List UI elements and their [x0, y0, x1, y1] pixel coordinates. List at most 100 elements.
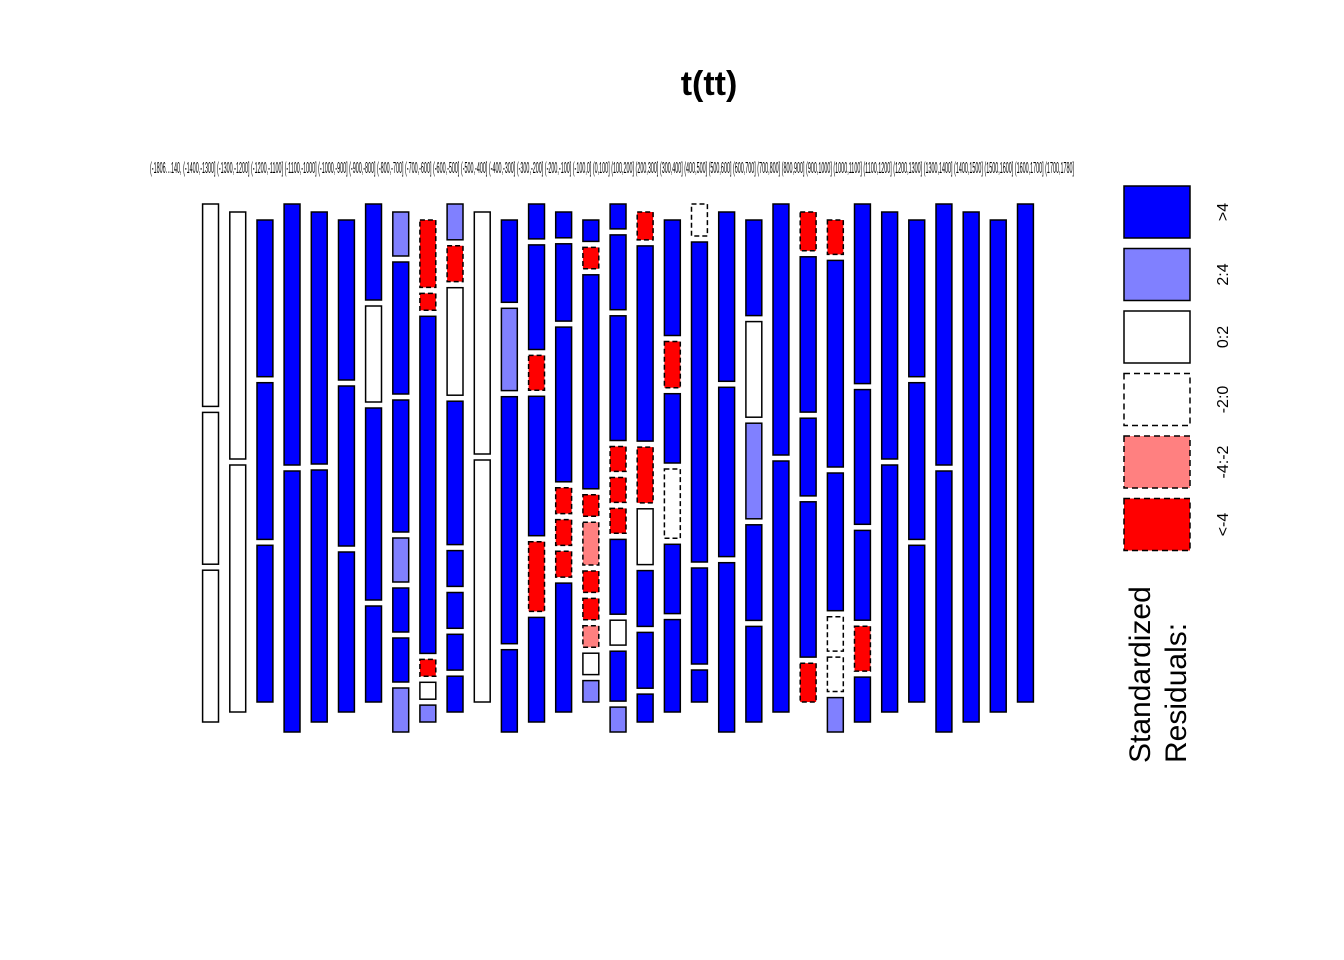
mosaic-tile — [690, 241, 709, 563]
mosaic-tile — [201, 203, 220, 408]
mosaic-tile — [337, 551, 356, 713]
mosaic-tile — [364, 305, 383, 403]
mosaic-tile — [201, 411, 220, 565]
mosaic-tile — [609, 234, 627, 311]
mosaic-tile — [446, 591, 464, 630]
mosaic-tile — [473, 211, 491, 455]
mosaic-tile — [826, 259, 845, 468]
mosaic-tile — [799, 211, 817, 252]
mosaic-tile — [609, 619, 627, 646]
mosaic-tile — [337, 219, 356, 381]
mosaic-tile — [392, 261, 410, 395]
mosaic-tile — [853, 388, 872, 526]
mosaic-tile — [310, 469, 328, 723]
mosaic-tile — [609, 650, 627, 702]
mosaic-tile — [392, 211, 410, 257]
mosaic-tile — [717, 561, 736, 733]
mosaic-tile — [527, 354, 546, 392]
mosaic-tile — [636, 631, 654, 689]
mosaic-tile — [853, 625, 872, 672]
mosaic-tile — [663, 340, 682, 389]
mosaic-tile — [446, 400, 464, 546]
legend-swatch — [1123, 247, 1191, 302]
legend-title-line1: Standardized — [1124, 586, 1157, 763]
mosaic-tile — [201, 569, 220, 723]
mosaic-tile — [392, 587, 410, 633]
mosaic-tile — [554, 211, 573, 239]
mosaic-tile — [609, 507, 627, 535]
mosaic-tile — [636, 211, 654, 241]
mosaic-tile — [364, 605, 383, 703]
mosaic-tile — [636, 693, 654, 723]
mosaic-tile — [690, 567, 709, 665]
legend-swatch — [1123, 310, 1191, 364]
mosaic-tile — [392, 687, 410, 733]
mosaic-tile — [745, 422, 763, 520]
mosaic-tile — [446, 633, 464, 671]
mosaic-tile — [1016, 203, 1035, 703]
mosaic-tile — [256, 219, 274, 378]
mosaic-tile — [663, 392, 682, 464]
legend-label: -4:-2 — [1215, 445, 1232, 478]
mosaic-tile — [799, 501, 817, 658]
mosaic-tile — [717, 211, 736, 383]
legend-swatch — [1123, 497, 1191, 552]
mosaic-tile — [364, 407, 383, 601]
mosaic-tile — [799, 417, 817, 497]
mosaic-tile — [799, 256, 817, 413]
mosaic-tile — [500, 307, 519, 392]
mosaic-tile — [527, 540, 546, 613]
mosaic-tile — [582, 274, 600, 490]
mosaic-tile — [853, 529, 872, 621]
mosaic-tile — [283, 470, 301, 733]
mosaic-tile — [419, 658, 437, 678]
mosaic-tile — [256, 381, 274, 541]
mosaic-tile — [636, 245, 654, 442]
mosaic-tile — [419, 315, 437, 655]
mosaic-tile — [419, 704, 437, 723]
mosaic-tile — [392, 537, 410, 583]
mosaic-tile — [554, 326, 573, 483]
mosaic-tile — [690, 203, 709, 237]
mosaic-tile — [283, 203, 301, 466]
mosaic-tile — [229, 211, 247, 460]
mosaic-tile — [527, 616, 546, 723]
mosaic-tile — [473, 459, 491, 703]
mosaic-tile — [772, 460, 790, 713]
legend-swatch — [1123, 185, 1191, 239]
mosaic-tile — [554, 487, 573, 515]
mosaic-tile — [554, 518, 573, 547]
mosaic-tile — [853, 203, 872, 385]
legend-label: -2:0 — [1215, 386, 1232, 414]
mosaic-tile — [880, 211, 899, 460]
mosaic-tile — [663, 219, 682, 337]
mosaic-tile — [609, 445, 627, 473]
mosaic-tile — [636, 446, 654, 504]
mosaic-tile — [826, 656, 845, 693]
mosaic-tile — [446, 286, 464, 396]
mosaic-tile — [392, 637, 410, 683]
legend-label: 0:2 — [1215, 326, 1232, 348]
mosaic-tile — [826, 219, 845, 256]
mosaic-tile — [717, 386, 736, 558]
column-label-header: (-1806…140, (-1400,-1300] (-1300,-1200] … — [150, 160, 1074, 177]
mosaic-tile — [609, 706, 627, 733]
mosaic-tile — [364, 203, 383, 301]
legend-label: <-4 — [1215, 513, 1232, 537]
mosaic-tile — [609, 476, 627, 504]
mosaic-tile — [256, 544, 274, 703]
mosaic-tile — [582, 494, 600, 517]
mosaic-tile — [636, 508, 654, 566]
mosaic-tile — [772, 203, 790, 456]
mosaic-tile — [582, 679, 600, 703]
mosaic-tile — [989, 219, 1007, 713]
mosaic-tile — [690, 669, 709, 703]
mosaic-tile — [419, 681, 437, 700]
legend-swatch — [1123, 435, 1191, 489]
mosaic-tile — [554, 243, 573, 322]
legend-swatch — [1123, 372, 1191, 427]
mosaic-tile — [392, 399, 410, 533]
mosaic-tile — [310, 211, 328, 465]
legend-title-line2: Residuals: — [1160, 623, 1193, 763]
